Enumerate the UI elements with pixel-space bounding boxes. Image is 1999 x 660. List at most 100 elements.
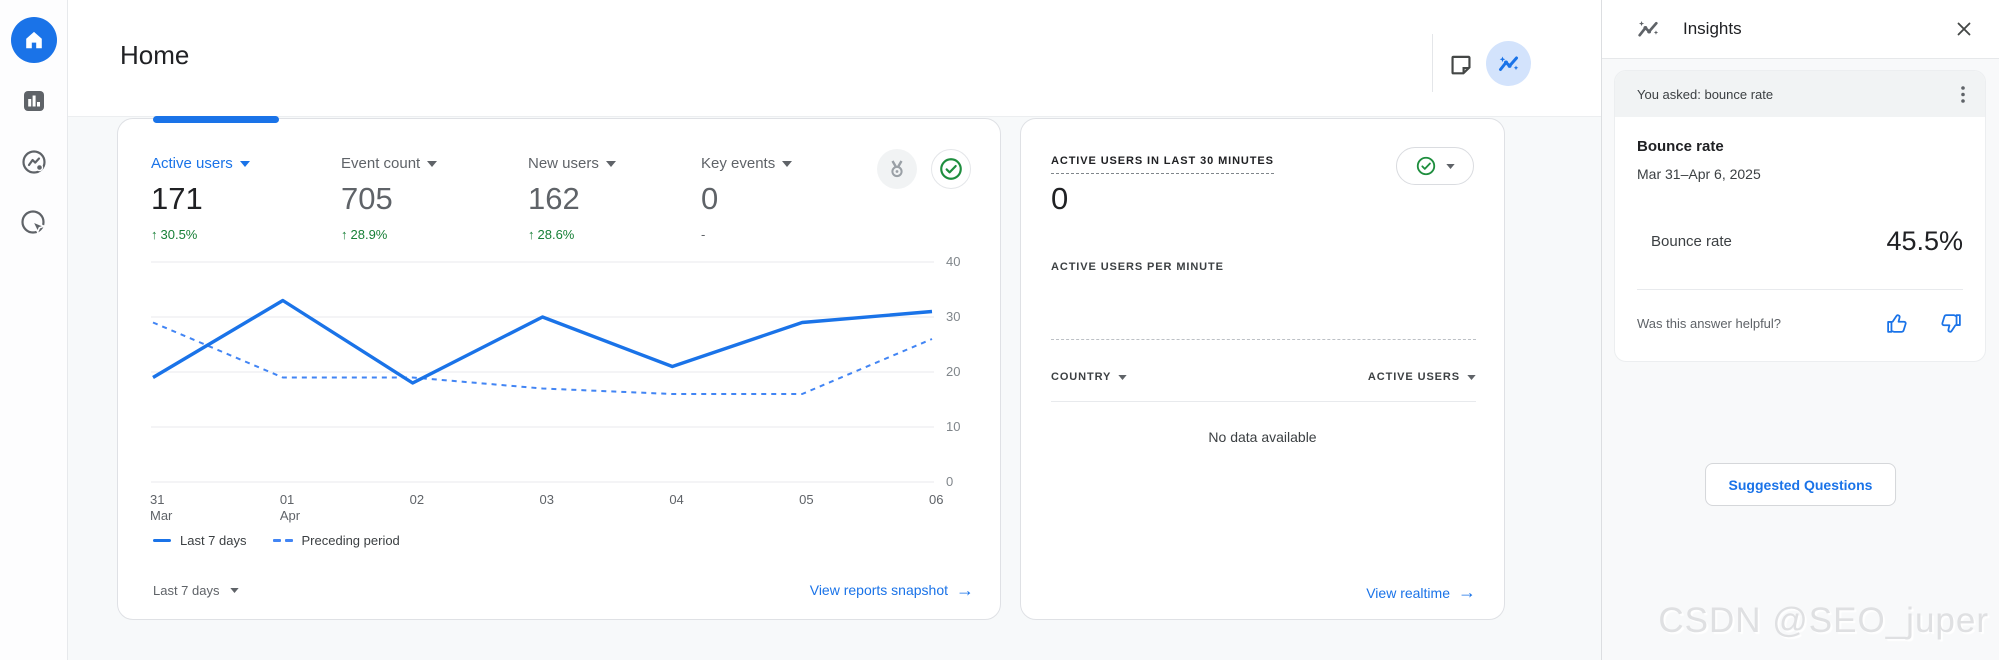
green-check-icon — [1415, 155, 1437, 177]
realtime-card: ACTIVE USERS IN LAST 30 MINUTES 0 ACTIVE… — [1020, 118, 1505, 620]
metric-selector[interactable]: New users — [528, 155, 616, 172]
realtime-table-divider — [1051, 401, 1476, 402]
card-badges — [877, 149, 971, 189]
chevron-down-icon — [239, 160, 250, 167]
sidebar — [0, 0, 68, 660]
answer-metric-row: Bounce rate 45.5% — [1637, 226, 1963, 257]
insight-answer-card: You asked: bounce rate Bounce rate Mar 3… — [1614, 70, 1986, 362]
country-column-header[interactable]: COUNTRY — [1051, 371, 1127, 383]
feedback-row: Was this answer helpful? — [1615, 290, 1985, 361]
metric-new-users: New users 162 ↑ 28.6% — [528, 155, 616, 242]
no-data-message: No data available — [1208, 429, 1317, 445]
right-arrow-icon: → — [956, 579, 974, 600]
metric-value: 171 — [151, 181, 203, 216]
metric-delta: - — [701, 227, 706, 242]
chevron-down-icon — [605, 160, 616, 167]
insights-toggle-button[interactable] — [1486, 41, 1531, 86]
header-divider — [1432, 34, 1433, 92]
metric-value: 705 — [341, 181, 393, 216]
active-users-per-minute-label: ACTIVE USERS PER MINUTE — [1051, 261, 1224, 273]
metric-label: Key events — [701, 155, 776, 172]
insights-title: Insights — [1683, 19, 1742, 38]
chevron-down-icon — [229, 587, 239, 593]
thumbs-up-icon — [1885, 311, 1910, 336]
advertising-icon — [19, 208, 49, 238]
solid-line-swatch — [153, 539, 171, 542]
chevron-down-icon — [782, 160, 793, 167]
chevron-down-icon — [427, 160, 438, 167]
overview-card: Active users 171 ↑ 30.5% Event count 705 … — [117, 116, 1001, 620]
insights-panel: Insights You asked: bounce rate Bounce r… — [1601, 0, 1999, 660]
overview-card-footer: Last 7 days View reports snapshot → — [153, 577, 974, 603]
main-header: Home — [68, 0, 1601, 117]
active-users-column-header[interactable]: ACTIVE USERS — [1368, 371, 1476, 383]
dashed-line-swatch — [272, 539, 293, 542]
chevron-down-icon — [1467, 374, 1476, 380]
feedback-question: Was this answer helpful? — [1637, 316, 1782, 331]
metric-delta: ↑ 30.5% — [151, 227, 198, 242]
sidebar-item-reports[interactable] — [11, 78, 57, 124]
sidebar-item-advertising[interactable] — [11, 200, 57, 246]
answer-title: Bounce rate — [1637, 138, 1724, 155]
close-insights-button[interactable] — [1953, 18, 1975, 40]
realtime-title[interactable]: ACTIVE USERS IN LAST 30 MINUTES — [1051, 155, 1274, 174]
notes-button[interactable] — [1444, 48, 1478, 82]
trend-chart-canvas — [151, 261, 934, 483]
explore-icon — [20, 148, 48, 176]
main-area: Home — [68, 0, 1601, 660]
active-tab-indicator — [153, 116, 279, 123]
chevron-down-icon — [1118, 374, 1127, 380]
sidebar-item-explore[interactable] — [11, 139, 57, 185]
sidebar-item-home[interactable] — [10, 17, 57, 63]
metric-key-events: Key events 0 - — [701, 155, 793, 242]
metric-selector[interactable]: Event count — [341, 155, 438, 172]
home-icon — [10, 17, 57, 63]
note-icon — [1448, 52, 1474, 78]
thumbs-up-button[interactable] — [1885, 311, 1910, 336]
insights-panel-header: Insights — [1602, 0, 1999, 59]
question-text: You asked: bounce rate — [1637, 86, 1774, 102]
kebab-menu-icon — [1961, 85, 1965, 103]
metric-label: New users — [528, 155, 599, 172]
answer-metric-label: Bounce rate — [1651, 233, 1732, 250]
answer-date-range: Mar 31–Apr 6, 2025 — [1637, 166, 1761, 182]
view-reports-snapshot-link[interactable]: View reports snapshot → — [809, 579, 974, 600]
answer-metric-value: 45.5% — [1886, 226, 1963, 256]
thumbs-down-button[interactable] — [1938, 311, 1963, 336]
trend-chart: 0 10 20 30 40 31 Mar 01 Apr 02 03 04 05 06 — [150, 254, 961, 523]
bar-chart-icon — [21, 88, 47, 114]
date-range-select[interactable]: Last 7 days — [153, 583, 239, 598]
chart-legend: Last 7 days Preceding period — [153, 533, 400, 548]
insight-menu-button[interactable] — [1955, 80, 1971, 109]
suggested-questions-button[interactable]: Suggested Questions — [1704, 463, 1897, 506]
realtime-status-dropdown[interactable] — [1396, 147, 1474, 185]
per-minute-chart-baseline — [1051, 339, 1476, 340]
metric-selector[interactable]: Active users — [151, 155, 250, 172]
up-arrow-icon: ↑ — [151, 227, 158, 242]
metric-label: Event count — [341, 155, 421, 172]
insights-sparkle-icon — [1635, 16, 1662, 43]
insight-question-header: You asked: bounce rate — [1615, 71, 1985, 117]
legend-last-7-days: Last 7 days — [153, 533, 247, 548]
metric-selector[interactable]: Key events — [701, 155, 793, 172]
benchmark-medal-icon[interactable] — [877, 149, 917, 189]
up-arrow-icon: ↑ — [528, 227, 535, 242]
close-icon — [1953, 18, 1975, 40]
view-realtime-link[interactable]: View realtime → — [1366, 582, 1476, 602]
metric-delta: ↑ 28.6% — [528, 227, 575, 242]
thumbs-down-icon — [1938, 311, 1963, 336]
up-arrow-icon: ↑ — [341, 227, 348, 242]
data-quality-check-icon[interactable] — [931, 149, 971, 189]
metric-active-users: Active users 171 ↑ 30.5% — [151, 155, 250, 242]
metric-value: 162 — [528, 181, 580, 216]
right-arrow-icon: → — [1458, 582, 1476, 602]
chevron-down-icon — [1446, 163, 1455, 169]
watermark: CSDN @SEO_juper — [1658, 601, 1989, 640]
insight-answer-body: Bounce rate Mar 31–Apr 6, 2025 Bounce ra… — [1615, 117, 1985, 290]
insights-sparkle-icon — [1496, 51, 1522, 77]
metric-event-count: Event count 705 ↑ 28.9% — [341, 155, 438, 242]
legend-preceding-period: Preceding period — [272, 533, 400, 548]
metric-delta: ↑ 28.9% — [341, 227, 388, 242]
realtime-active-users-value: 0 — [1051, 181, 1069, 216]
